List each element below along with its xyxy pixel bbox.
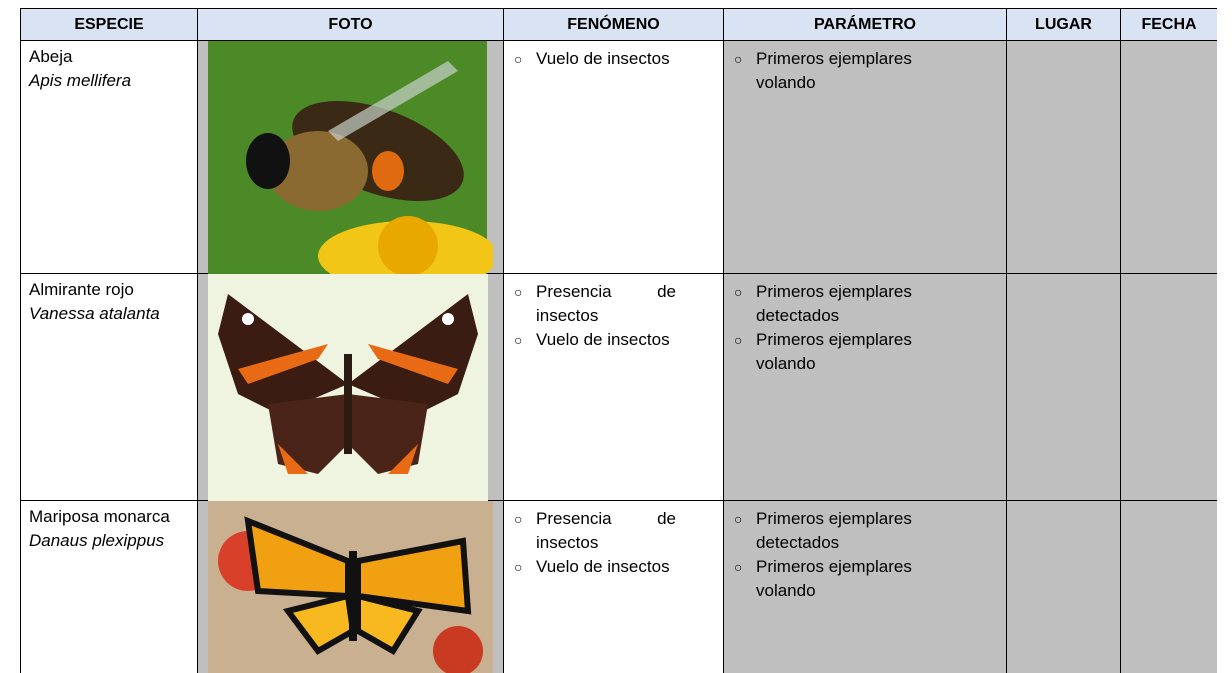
column-header: LUGAR bbox=[1006, 8, 1121, 41]
column-header: ESPECIE bbox=[20, 8, 198, 41]
table-row: Almirante rojo Vanessa atalanta Presencia… bbox=[20, 273, 1217, 501]
phenomenon-cell: Presencia de insectos Vuelo de insectos bbox=[503, 273, 724, 501]
table-row: Abeja Apis mellifera Vuelo de insectos Pri… bbox=[20, 40, 1217, 274]
table-row: Mariposa monarca Danaus plexippus Presenc… bbox=[20, 500, 1217, 673]
species-cell: Almirante rojo Vanessa atalanta bbox=[20, 273, 198, 501]
parameter-item: Primeros ejemplares volando bbox=[734, 555, 1000, 603]
species-photo bbox=[208, 274, 488, 501]
species-cell: Abeja Apis mellifera bbox=[20, 40, 198, 274]
parameter-cell: Primeros ejemplares volando bbox=[723, 40, 1007, 274]
place-cell bbox=[1006, 40, 1121, 274]
phenomenon-cell: Vuelo de insectos bbox=[503, 40, 724, 274]
parameter-item: Primeros ejemplares volando bbox=[734, 47, 1000, 95]
place-cell bbox=[1006, 273, 1121, 501]
parameter-text: Primeros ejemplares detectados bbox=[756, 509, 912, 552]
phenomenon-text: Vuelo de insectos bbox=[536, 49, 670, 68]
scientific-name: Danaus plexippus bbox=[29, 531, 165, 550]
phenomenon-text: Vuelo de insectos bbox=[536, 557, 670, 576]
parameter-cell: Primeros ejemplares detectados Primeros e… bbox=[723, 500, 1007, 673]
parameter-text: Primeros ejemplares volando bbox=[756, 557, 912, 600]
phenomenon-list: Vuelo de insectos bbox=[504, 41, 723, 71]
parameter-text: Primeros ejemplares volando bbox=[756, 330, 912, 373]
phenology-table: ESPECIE FOTO FENÓMENO PARÁMETRO LUGAR FECHA A… bbox=[20, 8, 1217, 673]
phenomenon-list: Presencia de insectos Vuelo de insectos bbox=[504, 501, 723, 579]
table-body: Abeja Apis mellifera Vuelo de insectos Pri… bbox=[20, 40, 1217, 673]
common-name: Abeja bbox=[29, 47, 73, 66]
photo-cell bbox=[197, 500, 504, 673]
parameter-list: Primeros ejemplares detectados Primeros e… bbox=[724, 501, 1006, 603]
phenomenon-text: Presencia de insectos bbox=[536, 509, 676, 552]
parameter-list: Primeros ejemplares volando bbox=[724, 41, 1006, 95]
column-header: FOTO bbox=[197, 8, 504, 41]
header-row: ESPECIE FOTO FENÓMENO PARÁMETRO LUGAR FECHA bbox=[20, 8, 1217, 41]
date-cell bbox=[1120, 500, 1217, 673]
parameter-item: Primeros ejemplares detectados bbox=[734, 280, 1000, 328]
parameter-cell: Primeros ejemplares detectados Primeros e… bbox=[723, 273, 1007, 501]
column-header: FECHA bbox=[1120, 8, 1217, 41]
common-name: Mariposa monarca bbox=[29, 507, 170, 526]
column-header: PARÁMETRO bbox=[723, 8, 1007, 41]
parameter-text: Primeros ejemplares detectados bbox=[756, 282, 912, 325]
phenomenon-item: Vuelo de insectos bbox=[514, 47, 717, 71]
phenomenon-text: Presencia de insectos bbox=[536, 282, 676, 325]
photo-cell bbox=[197, 273, 504, 501]
parameter-item: Primeros ejemplares volando bbox=[734, 328, 1000, 376]
phenomenon-item: Vuelo de insectos bbox=[514, 328, 717, 352]
parameter-text: Primeros ejemplares volando bbox=[756, 49, 912, 92]
column-header: FENÓMENO bbox=[503, 8, 724, 41]
parameter-list: Primeros ejemplares detectados Primeros e… bbox=[724, 274, 1006, 376]
species-photo bbox=[208, 41, 493, 274]
date-cell bbox=[1120, 273, 1217, 501]
phenomenon-text: Vuelo de insectos bbox=[536, 330, 670, 349]
photo-cell bbox=[197, 40, 504, 274]
common-name: Almirante rojo bbox=[29, 280, 134, 299]
phenomenon-item: Vuelo de insectos bbox=[514, 555, 717, 579]
scientific-name: Vanessa atalanta bbox=[29, 304, 160, 323]
place-cell bbox=[1006, 500, 1121, 673]
parameter-item: Primeros ejemplares detectados bbox=[734, 507, 1000, 555]
phenomenon-list: Presencia de insectos Vuelo de insectos bbox=[504, 274, 723, 352]
phenomenon-item: Presencia de insectos bbox=[514, 280, 717, 328]
scientific-name: Apis mellifera bbox=[29, 71, 132, 90]
date-cell bbox=[1120, 40, 1217, 274]
phenomenon-item: Presencia de insectos bbox=[514, 507, 717, 555]
table-wrap: ESPECIE FOTO FENÓMENO PARÁMETRO LUGAR FECHA A… bbox=[20, 8, 1217, 673]
species-photo bbox=[208, 501, 493, 673]
species-cell: Mariposa monarca Danaus plexippus bbox=[20, 500, 198, 673]
phenomenon-cell: Presencia de insectos Vuelo de insectos bbox=[503, 500, 724, 673]
